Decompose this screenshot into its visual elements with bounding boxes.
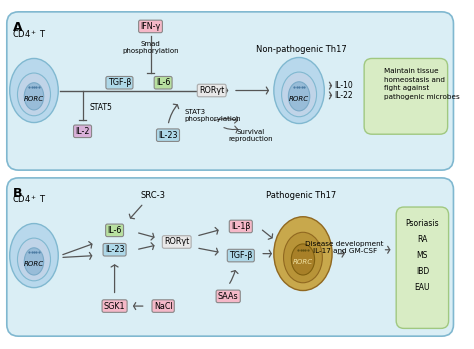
Text: IL-6: IL-6 xyxy=(108,226,122,235)
Text: IL-22: IL-22 xyxy=(334,91,353,100)
Text: SGK1: SGK1 xyxy=(104,302,125,311)
Text: CD4$^+$ T: CD4$^+$ T xyxy=(12,28,46,40)
Text: TGF-β: TGF-β xyxy=(229,251,253,260)
Text: STAT5: STAT5 xyxy=(89,104,112,112)
Text: B: B xyxy=(13,187,22,200)
Text: IL-6: IL-6 xyxy=(156,78,170,87)
Text: Disease development
IL-17 and GM-CSF: Disease development IL-17 and GM-CSF xyxy=(305,241,384,254)
Text: SAAs: SAAs xyxy=(218,292,238,301)
Text: RORC: RORC xyxy=(293,259,313,265)
Ellipse shape xyxy=(282,72,317,117)
Text: RORγt: RORγt xyxy=(199,86,224,95)
Text: NaCl: NaCl xyxy=(154,302,173,311)
Text: Psoriasis
RA
MS
IBD
EAU: Psoriasis RA MS IBD EAU xyxy=(406,219,439,292)
Text: SRC-3: SRC-3 xyxy=(141,191,166,200)
Ellipse shape xyxy=(9,224,58,288)
Text: IL-1β: IL-1β xyxy=(231,222,251,231)
Ellipse shape xyxy=(288,82,310,111)
Text: IL-2: IL-2 xyxy=(75,127,90,136)
Text: Pathogenic Th17: Pathogenic Th17 xyxy=(266,191,336,200)
Ellipse shape xyxy=(24,248,44,275)
Ellipse shape xyxy=(9,59,58,122)
Text: Maintain tissue
homeostasis and
fight against
pathogenic microbes: Maintain tissue homeostasis and fight ag… xyxy=(383,68,459,100)
Text: RORC: RORC xyxy=(24,96,44,102)
Text: TGF-β: TGF-β xyxy=(108,78,131,87)
FancyBboxPatch shape xyxy=(364,59,447,134)
Text: RORγt: RORγt xyxy=(164,237,189,246)
Ellipse shape xyxy=(18,73,51,116)
FancyBboxPatch shape xyxy=(7,178,454,336)
Text: Non-pathogenic Th17: Non-pathogenic Th17 xyxy=(255,45,346,54)
Ellipse shape xyxy=(18,238,51,281)
Ellipse shape xyxy=(283,232,322,283)
Text: Smad
phosphorylation: Smad phosphorylation xyxy=(122,41,179,54)
Text: IL-10: IL-10 xyxy=(334,81,353,90)
Ellipse shape xyxy=(274,217,332,290)
Text: IFN-γ: IFN-γ xyxy=(140,22,161,31)
Ellipse shape xyxy=(24,83,44,110)
Text: STAT3
phosphorylation: STAT3 phosphorylation xyxy=(184,109,241,122)
Text: IL-23: IL-23 xyxy=(158,131,178,140)
Text: Survival
reproduction: Survival reproduction xyxy=(228,129,273,142)
Text: RORC: RORC xyxy=(289,96,309,102)
Text: CD4$^+$ T: CD4$^+$ T xyxy=(12,193,46,205)
Ellipse shape xyxy=(292,244,315,275)
Text: A: A xyxy=(13,21,22,34)
Text: RORC: RORC xyxy=(24,261,44,267)
FancyBboxPatch shape xyxy=(7,12,454,170)
FancyBboxPatch shape xyxy=(396,207,448,328)
Ellipse shape xyxy=(274,58,324,124)
Text: IL-23: IL-23 xyxy=(105,245,124,254)
